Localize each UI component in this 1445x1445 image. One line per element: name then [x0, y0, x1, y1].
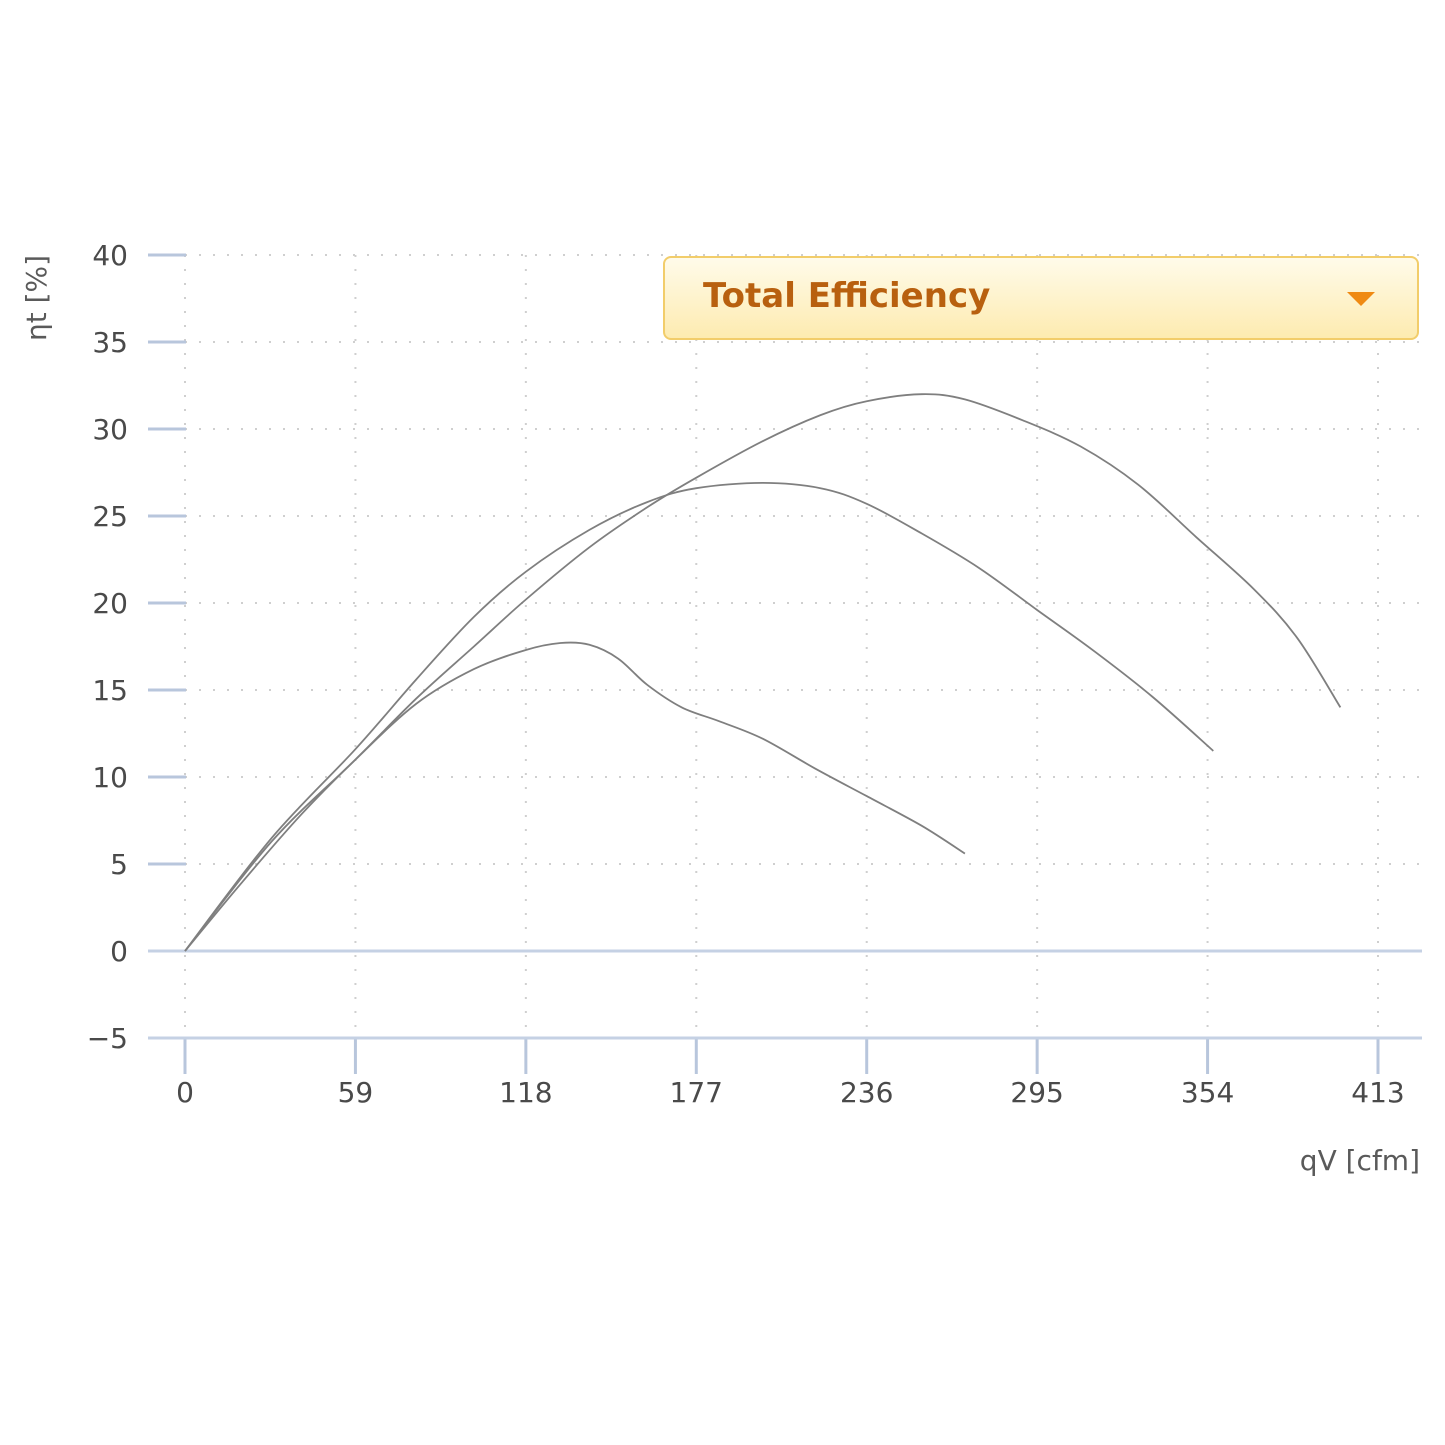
x-tick-label: 118	[499, 1076, 552, 1109]
y-tick-label: 15	[92, 674, 128, 707]
y-tick-label: −5	[87, 1022, 128, 1055]
y-tick-label: 0	[110, 935, 128, 968]
y-tick-label: 30	[92, 413, 128, 446]
grid	[184, 254, 1422, 1038]
efficiency-curve-2	[184, 481, 1214, 952]
x-tick-label: 295	[1010, 1076, 1063, 1109]
x-tick-label: 236	[840, 1076, 893, 1109]
series-lines	[184, 393, 1342, 952]
x-axis-title: qV [cfm]	[1300, 1144, 1420, 1177]
x-tick-label: 59	[338, 1076, 374, 1109]
y-tick-label: 35	[92, 326, 128, 359]
y-tick-label: 20	[92, 587, 128, 620]
axes: −5 0 5 10 15 20 25 30 35 40 0 59 118 177 236 295 354 413	[87, 239, 1422, 1109]
efficiency-curve-3	[184, 393, 1342, 952]
x-tick-label: 0	[176, 1076, 194, 1109]
x-tick-label: 413	[1351, 1076, 1404, 1109]
y-tick-label: 5	[110, 848, 128, 881]
y-tick-label: 25	[92, 500, 128, 533]
x-tick-label: 177	[670, 1076, 723, 1109]
metric-selector-dropdown[interactable]: Total Efficiency	[663, 256, 1419, 340]
x-tick-label: 354	[1181, 1076, 1234, 1109]
y-tick-label: 10	[92, 761, 128, 794]
y-tick-label: 40	[92, 239, 128, 272]
efficiency-curve-1	[184, 641, 966, 952]
metric-selector-label: Total Efficiency	[703, 276, 991, 316]
y-axis-title: ηt [%]	[20, 255, 53, 341]
chevron-down-icon	[1347, 292, 1375, 306]
